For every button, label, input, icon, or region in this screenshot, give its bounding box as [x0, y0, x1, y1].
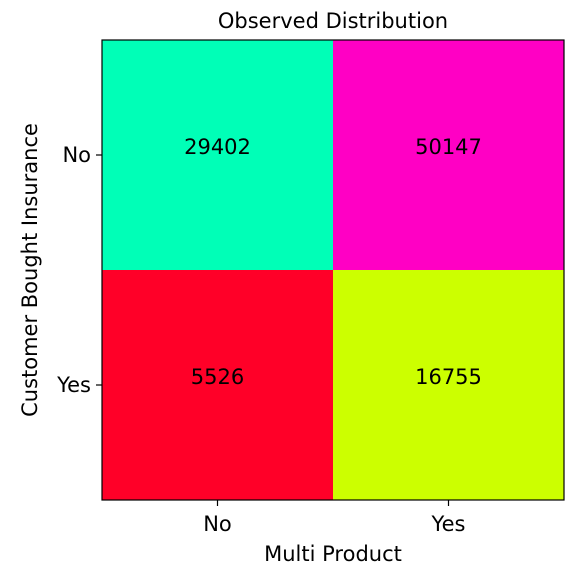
- heatmap-cell-1-0: [102, 270, 333, 500]
- cell-value-1-1: 16755: [415, 365, 482, 389]
- y-tick-label-1: Yes: [56, 373, 91, 397]
- y-tick-label-0: No: [62, 143, 91, 167]
- chart-title: Observed Distribution: [218, 9, 448, 33]
- cell-value-1-0: 5526: [191, 365, 244, 389]
- plot-frame: [101, 39, 565, 501]
- x-tick-label-0: No: [203, 512, 232, 536]
- y-axis-label: Customer Bought Insurance: [18, 123, 42, 417]
- cell-value-0-0: 29402: [184, 135, 251, 159]
- y-axis-ticks: No Yes: [56, 143, 102, 397]
- heatmap-cell-labels: 29402 50147 5526 16755: [184, 135, 482, 389]
- heatmap-cell-0-0: [102, 40, 333, 270]
- x-axis-label: Multi Product: [264, 542, 402, 566]
- heatmap-cell-0-1: [333, 40, 564, 270]
- x-axis-ticks: No Yes: [203, 500, 465, 536]
- heatmap-cells: [102, 40, 564, 500]
- cell-value-0-1: 50147: [415, 135, 482, 159]
- x-tick-label-1: Yes: [431, 512, 466, 536]
- heatmap-cell-1-1: [333, 270, 564, 500]
